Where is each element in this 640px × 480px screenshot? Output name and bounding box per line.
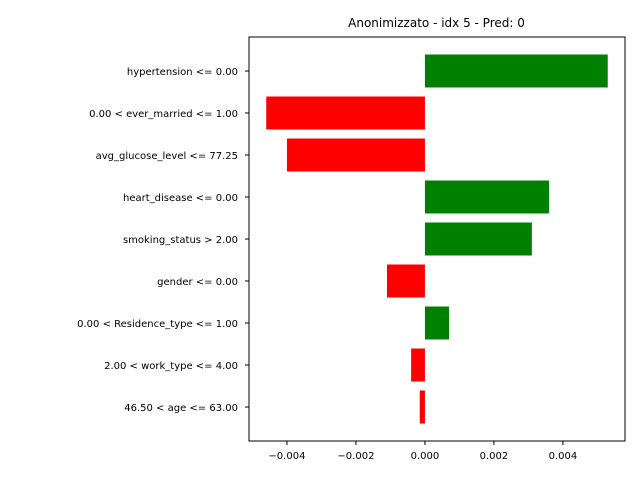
bar-0 xyxy=(424,54,608,88)
y-tick-label-2: avg_glucose_level <= 77.25 xyxy=(96,151,238,162)
y-tick-label-5: gender <= 0.00 xyxy=(157,277,238,288)
x-axis-ticks: −0.004 −0.002 0.000 0.002 0.004 xyxy=(268,441,577,462)
x-tick-label-0: −0.004 xyxy=(268,451,305,462)
y-axis-ticks: hypertension <= 0.00 0.00 < ever_married … xyxy=(77,67,249,414)
y-tick-label-8: 46.50 < age <= 63.00 xyxy=(124,403,238,414)
bar-1 xyxy=(266,96,425,130)
y-tick-label-0: hypertension <= 0.00 xyxy=(127,67,238,78)
x-tick-label-1: −0.002 xyxy=(337,451,374,462)
y-tick-label-4: smoking_status > 2.00 xyxy=(123,235,238,246)
bar-6 xyxy=(424,306,450,340)
x-tick-label-3: 0.002 xyxy=(480,451,509,462)
bar-3 xyxy=(424,180,550,214)
y-tick-label-3: heart_disease <= 0.00 xyxy=(123,193,238,204)
bar-4 xyxy=(424,222,532,256)
x-tick-label-2: 0.000 xyxy=(411,451,440,462)
y-tick-label-7: 2.00 < work_type <= 4.00 xyxy=(104,361,238,372)
x-tick-label-4: 0.004 xyxy=(549,451,578,462)
bar-8 xyxy=(419,390,425,424)
bar-2 xyxy=(286,138,425,172)
bar-5 xyxy=(386,264,425,298)
bar-7 xyxy=(411,348,425,382)
bars-layer xyxy=(266,54,608,424)
plot-frame xyxy=(248,36,626,442)
chart-title: Anonimizzato - idx 5 - Pred: 0 xyxy=(348,16,525,30)
y-tick-label-1: 0.00 < ever_married <= 1.00 xyxy=(89,109,238,120)
y-tick-label-6: 0.00 < Residence_type <= 1.00 xyxy=(77,319,238,330)
